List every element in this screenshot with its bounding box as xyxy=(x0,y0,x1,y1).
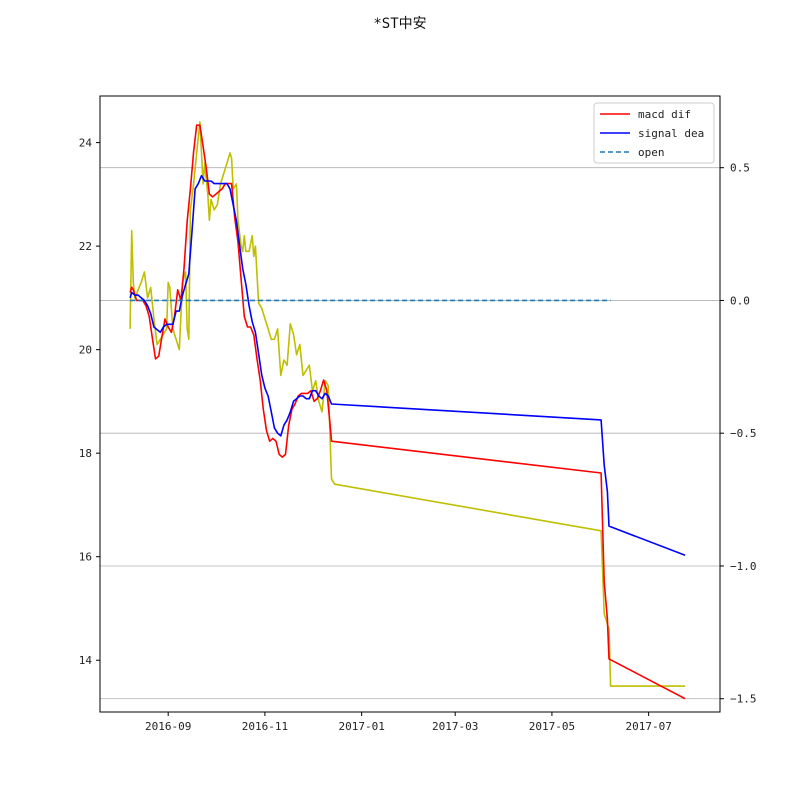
legend-box xyxy=(593,102,715,164)
left-tick-label-2: 18 xyxy=(79,447,92,460)
series-signal-dea xyxy=(129,174,686,557)
left-tick-label-4: 22 xyxy=(79,240,92,253)
left-tick-label-0: 14 xyxy=(79,654,93,667)
right-tick-label-4: −1.5 xyxy=(730,693,757,706)
left-tick-label-5: 24 xyxy=(79,137,93,150)
legend-label-macd-dif: macd dif xyxy=(638,108,691,121)
right-tick-label-1: 0.0 xyxy=(730,294,750,307)
x-axis: 2016-09 2016-11 2017-01 2017-03 2017-05 2017-… xyxy=(145,712,672,733)
x-tick-label-0: 2016-09 xyxy=(145,720,191,733)
x-tick-label-3: 2017-03 xyxy=(432,720,478,733)
series-lines xyxy=(129,121,686,700)
x-tick-label-4: 2017-05 xyxy=(529,720,575,733)
x-tick-label-5: 2017-07 xyxy=(625,720,671,733)
right-axis: 0.5 0.0 −0.5 −1.0 −1.5 xyxy=(720,162,757,706)
series-price xyxy=(129,121,686,687)
plot-frame xyxy=(99,95,721,713)
legend: macd dif signal dea open xyxy=(593,102,715,164)
x-tick-label-2: 2017-01 xyxy=(338,720,384,733)
left-axis: 14 16 18 20 22 24 xyxy=(79,137,100,667)
grid-lines xyxy=(100,167,720,700)
left-tick-label-1: 16 xyxy=(79,551,92,564)
chart-title: *ST中安 xyxy=(373,16,426,32)
left-tick-label-3: 20 xyxy=(79,344,92,357)
series-macd-dif xyxy=(129,124,686,700)
right-tick-label-3: −1.0 xyxy=(730,560,757,573)
right-tick-label-2: −0.5 xyxy=(730,427,757,440)
x-tick-label-1: 2016-11 xyxy=(242,720,288,733)
right-tick-label-0: 0.5 xyxy=(730,162,750,175)
legend-label-open: open xyxy=(638,146,665,159)
legend-label-signal-dea: signal dea xyxy=(638,127,704,140)
